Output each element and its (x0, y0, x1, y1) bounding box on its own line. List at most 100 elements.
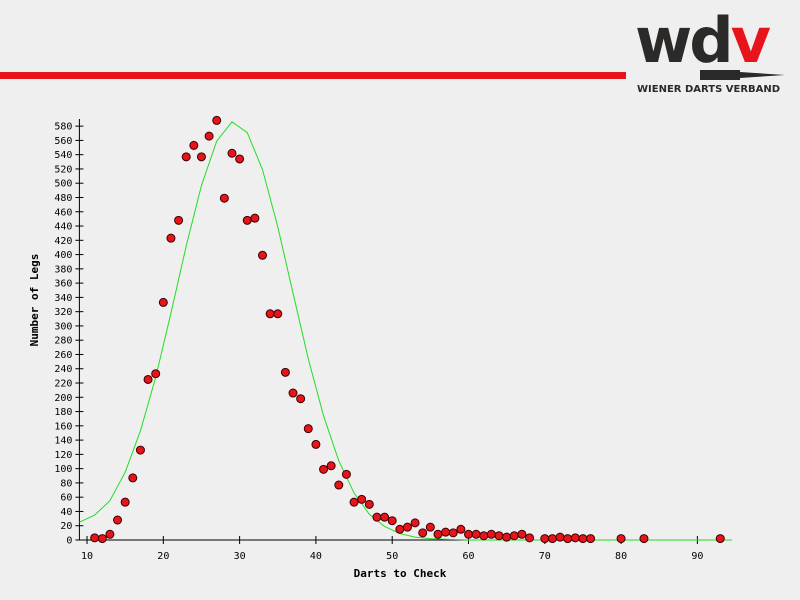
data-point (425, 522, 435, 532)
x-tick-label: 10 (81, 551, 93, 562)
y-tick-label: 40 (60, 507, 72, 518)
y-tick-label: 240 (54, 364, 72, 375)
data-point (227, 148, 237, 158)
data-point (158, 297, 168, 307)
y-tick-label: 420 (54, 236, 72, 247)
data-point (204, 131, 214, 141)
data-point (433, 529, 443, 539)
data-point (189, 140, 199, 150)
y-tick-label: 500 (54, 179, 72, 190)
x-tick-label: 30 (234, 551, 246, 562)
x-tick-label: 70 (539, 551, 551, 562)
data-point (219, 193, 229, 203)
y-tick-label: 160 (54, 421, 72, 432)
y-tick-label: 440 (54, 222, 72, 233)
data-point (151, 369, 161, 379)
x-axis-title: Darts to Check (354, 567, 447, 580)
x-tick-label: 80 (615, 551, 627, 562)
y-tick-label: 20 (60, 521, 72, 532)
data-point (166, 233, 176, 243)
y-tick-label: 220 (54, 379, 72, 390)
x-tick-label: 20 (157, 551, 169, 562)
data-point (410, 518, 420, 528)
y-tick-label: 120 (54, 450, 72, 461)
y-tick-label: 180 (54, 407, 72, 418)
y-axis-title: Number of Legs (28, 254, 41, 347)
y-tick-label: 280 (54, 336, 72, 347)
y-tick-label: 300 (54, 321, 72, 332)
data-point (517, 529, 527, 539)
y-tick-label: 200 (54, 393, 72, 404)
logo-mark: wdv (635, 4, 771, 77)
y-tick-label: 260 (54, 350, 72, 361)
logo-mark-dark: wd (635, 4, 731, 77)
data-point (113, 515, 123, 525)
data-point (90, 533, 100, 543)
data-point (616, 534, 626, 544)
data-point (288, 388, 298, 398)
data-point (357, 494, 367, 504)
data-point (525, 533, 535, 543)
y-tick-label: 380 (54, 264, 72, 275)
data-point (135, 445, 145, 455)
data-point (174, 215, 184, 225)
x-tick-label: 50 (386, 551, 398, 562)
y-tick-label: 400 (54, 250, 72, 261)
logo-dart-tip (740, 72, 785, 78)
data-point (273, 309, 283, 319)
logo-name: WIENER DARTS VERBAND (637, 84, 780, 95)
y-tick-label: 520 (54, 164, 72, 175)
data-point (471, 529, 481, 539)
data-point (326, 461, 336, 471)
data-point (578, 534, 588, 544)
data-point (196, 152, 206, 162)
y-tick-label: 360 (54, 279, 72, 290)
data-point (509, 531, 519, 541)
data-point (441, 527, 451, 537)
y-tick-label: 580 (54, 122, 72, 133)
data-point (402, 522, 412, 532)
data-point (418, 528, 428, 538)
data-point (97, 534, 107, 544)
data-point (372, 512, 382, 522)
y-tick-label: 140 (54, 436, 72, 447)
data-point (570, 533, 580, 543)
data-point (395, 524, 405, 534)
data-point (265, 309, 275, 319)
x-tick-label: 60 (462, 551, 474, 562)
logo-mark-red: v (731, 4, 771, 77)
data-point (555, 532, 565, 542)
data-point (296, 394, 306, 404)
data-point (319, 464, 329, 474)
data-point (540, 534, 550, 544)
data-point (364, 499, 374, 509)
x-tick-label: 90 (691, 551, 703, 562)
data-point (120, 497, 130, 507)
data-point (486, 529, 496, 539)
data-point (639, 534, 649, 544)
header-bar (0, 72, 626, 79)
y-tick-label: 320 (54, 307, 72, 318)
y-tick-label: 340 (54, 293, 72, 304)
y-tick-label: 540 (54, 150, 72, 161)
logo-dart (700, 70, 740, 80)
data-point (181, 152, 191, 162)
data-point (586, 534, 596, 544)
y-tick-label: 100 (54, 464, 72, 475)
data-point (105, 529, 115, 539)
data-point (463, 529, 473, 539)
data-point (143, 374, 153, 384)
data-point (334, 480, 344, 490)
y-tick-label: 60 (60, 493, 72, 504)
data-point (128, 473, 138, 483)
data-point (547, 534, 557, 544)
data-point (349, 497, 359, 507)
data-point (341, 469, 351, 479)
y-tick-label: 480 (54, 193, 72, 204)
data-point (456, 524, 466, 534)
data-point (715, 534, 725, 544)
data-point (212, 115, 222, 125)
data-point (563, 534, 573, 544)
